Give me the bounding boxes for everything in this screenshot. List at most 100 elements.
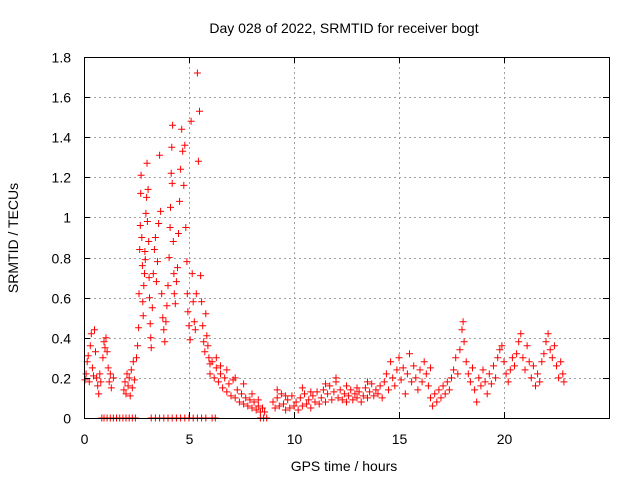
- data-point: [137, 171, 145, 179]
- data-point: [397, 376, 405, 384]
- data-point: [202, 310, 210, 318]
- data-point: [485, 370, 493, 378]
- grid: [84, 57, 609, 418]
- data-point: [378, 394, 386, 402]
- data-point: [200, 338, 208, 346]
- data-point: [322, 380, 329, 388]
- y-tick-label: 1.4: [52, 130, 72, 146]
- data-point: [534, 370, 542, 378]
- data-point: [540, 350, 548, 358]
- data-point: [288, 392, 296, 400]
- data-point: [261, 408, 269, 416]
- data-point: [145, 238, 153, 245]
- data-point: [250, 398, 258, 406]
- data-point: [184, 308, 192, 316]
- x-tick-label: 10: [287, 431, 303, 447]
- data-point: [317, 394, 325, 402]
- x-axis-label: GPS time / hours: [291, 458, 398, 474]
- data-point: [559, 370, 567, 378]
- data-point: [157, 207, 165, 215]
- data-point: [96, 370, 104, 378]
- data-point: [242, 394, 250, 402]
- data-point: [532, 382, 539, 390]
- data-point: [498, 342, 506, 350]
- data-point: [305, 396, 313, 404]
- data-point: [389, 374, 397, 382]
- data-point: [201, 348, 209, 356]
- data-point: [103, 348, 111, 356]
- data-point: [138, 234, 146, 241]
- data-point: [353, 394, 361, 402]
- data-point: [332, 374, 340, 382]
- data-point: [217, 370, 224, 378]
- data-point: [223, 388, 231, 396]
- data-point: [167, 169, 175, 177]
- data-point: [374, 390, 382, 398]
- data-point: [345, 392, 353, 400]
- data-point: [235, 398, 243, 406]
- data-point: [91, 326, 98, 334]
- data-point: [538, 358, 546, 366]
- data-point: [343, 398, 350, 406]
- data-point: [410, 362, 418, 370]
- data-point: [155, 220, 163, 227]
- data-point: [294, 406, 302, 414]
- y-tick-label: 1.8: [52, 50, 72, 66]
- data-point: [420, 358, 428, 366]
- data-point: [190, 318, 198, 326]
- data-point: [149, 270, 157, 278]
- data-point: [210, 374, 218, 382]
- data-point: [259, 404, 266, 412]
- data-point: [168, 179, 176, 187]
- data-point: [186, 336, 194, 344]
- data-point: [395, 354, 403, 362]
- data-point: [196, 107, 203, 115]
- data-point: [212, 364, 220, 372]
- data-point: [462, 358, 470, 366]
- data-point: [311, 398, 319, 406]
- data-point: [161, 338, 169, 346]
- data-point: [208, 358, 216, 366]
- data-point: [273, 386, 281, 394]
- data-point: [172, 278, 180, 286]
- data-point: [107, 384, 115, 392]
- data-point: [86, 342, 94, 350]
- data-point: [271, 404, 279, 412]
- data-point: [238, 390, 245, 398]
- data-point: [399, 364, 407, 372]
- data-point: [223, 366, 231, 374]
- data-point: [180, 181, 188, 189]
- data-point: [525, 358, 533, 366]
- data-point: [527, 374, 535, 382]
- data-point: [494, 354, 502, 362]
- data-point: [483, 390, 491, 398]
- data-point: [170, 290, 178, 298]
- data-point: [177, 165, 185, 173]
- data-point: [134, 342, 142, 350]
- data-point: [456, 346, 464, 354]
- data-point: [101, 344, 109, 352]
- data-point: [123, 370, 131, 378]
- data-point: [167, 203, 174, 211]
- data-point: [137, 189, 145, 197]
- data-point: [529, 362, 537, 370]
- y-tick-label: 1: [63, 210, 71, 226]
- data-point: [144, 185, 152, 193]
- data-point: [361, 384, 369, 392]
- data-point: [307, 388, 315, 396]
- data-point: [240, 380, 248, 388]
- data-point: [146, 320, 154, 328]
- data-point: [156, 151, 164, 159]
- data-point: [179, 147, 187, 155]
- y-tick-label: 1.6: [52, 90, 72, 106]
- data-point: [298, 402, 306, 410]
- data-point: [269, 398, 277, 406]
- data-point: [128, 384, 136, 392]
- data-point: [416, 366, 424, 374]
- data-point: [380, 378, 388, 386]
- data-point: [433, 398, 441, 406]
- data-point: [502, 370, 510, 378]
- data-point: [124, 382, 132, 390]
- data-point: [221, 374, 229, 382]
